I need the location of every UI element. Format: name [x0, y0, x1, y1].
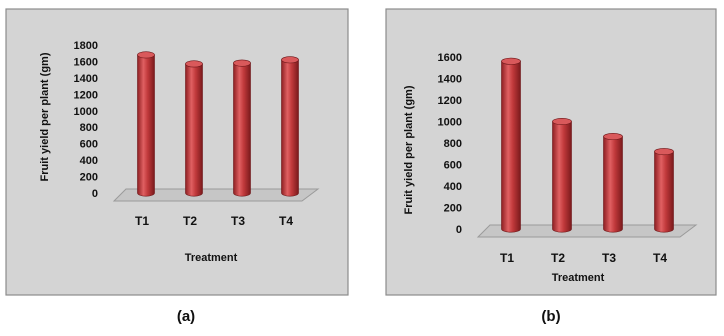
chart-a-caption: (a): [177, 308, 195, 325]
chart-a-ytick-label: 1800: [74, 40, 98, 52]
chart-b-bar: [501, 57, 521, 233]
chart-panel-a: 0 200 400 600 800 1000 1200 1400 1600 1800 T1 T2 T3 T…: [5, 8, 349, 325]
chart-b-ytick-label: 0: [456, 224, 462, 236]
chart-a-bar: [281, 56, 299, 197]
chart-a-bar: [137, 51, 155, 197]
chart-a-floor: [112, 188, 320, 202]
chart-b-category-label: T3: [602, 251, 616, 265]
chart-a-xlabel: Treatment: [185, 252, 238, 264]
chart-b-floor: [476, 224, 698, 238]
chart-panel-b: 0 200 400 600 800 1000 1200 1400 1600 T1 T2 T3 T4 Fr…: [385, 8, 717, 325]
chart-a-category-label: T4: [279, 214, 293, 228]
chart-a-category-label: T2: [183, 214, 197, 228]
chart-b-ylabel: Fruit yield per plant (gm): [403, 85, 415, 214]
chart-b-ytick-label: 1600: [438, 52, 462, 64]
chart-b-bar: [654, 148, 674, 233]
chart-a-marks: 0 200 400 600 800 1000 1200 1400 1600 1800 T1 T2 T3 T…: [74, 40, 320, 228]
chart-a-category-label: T1: [135, 214, 149, 228]
chart-a-ytick-label: 1400: [74, 73, 98, 85]
chart-b-xlabel: Treatment: [552, 272, 605, 284]
chart-b-caption: (b): [541, 308, 560, 325]
chart-a-ytick-label: 600: [80, 139, 98, 151]
chart-b-category-label: T2: [551, 251, 565, 265]
chart-b-bar: [552, 118, 572, 233]
chart-a-ytick-label: 200: [80, 172, 98, 184]
chart-a-ytick-label: 0: [92, 188, 98, 200]
chart-a-ylabel: Fruit yield per plant (gm): [39, 52, 51, 181]
chart-a-ytick-label: 1200: [74, 89, 98, 101]
chart-a-ytick-label: 1600: [74, 56, 98, 68]
chart-b-ytick-label: 1200: [438, 95, 462, 107]
chart-b-bar: [603, 133, 623, 233]
chart-b-category-label: T1: [500, 251, 514, 265]
chart-a-ytick-label: 400: [80, 155, 98, 167]
chart-a-bar: [233, 59, 251, 197]
chart-b-ytick-label: 200: [444, 203, 462, 215]
chart-b-ytick-label: 1000: [438, 117, 462, 129]
chart-b-ytick-label: 600: [444, 160, 462, 172]
chart-a-ytick-label: 1000: [74, 106, 98, 118]
chart-b-ytick-label: 400: [444, 181, 462, 193]
chart-a-ytick-label: 800: [80, 122, 98, 134]
chart-b-ytick-label: 800: [444, 138, 462, 150]
chart-b-marks: 0 200 400 600 800 1000 1200 1400 1600 T1 T2 T3 T4: [438, 52, 698, 265]
chart-a-category-label: T3: [231, 214, 245, 228]
chart-a-bar: [185, 60, 203, 197]
chart-b-ytick-label: 1400: [438, 74, 462, 86]
chart-b-category-label: T4: [653, 251, 667, 265]
